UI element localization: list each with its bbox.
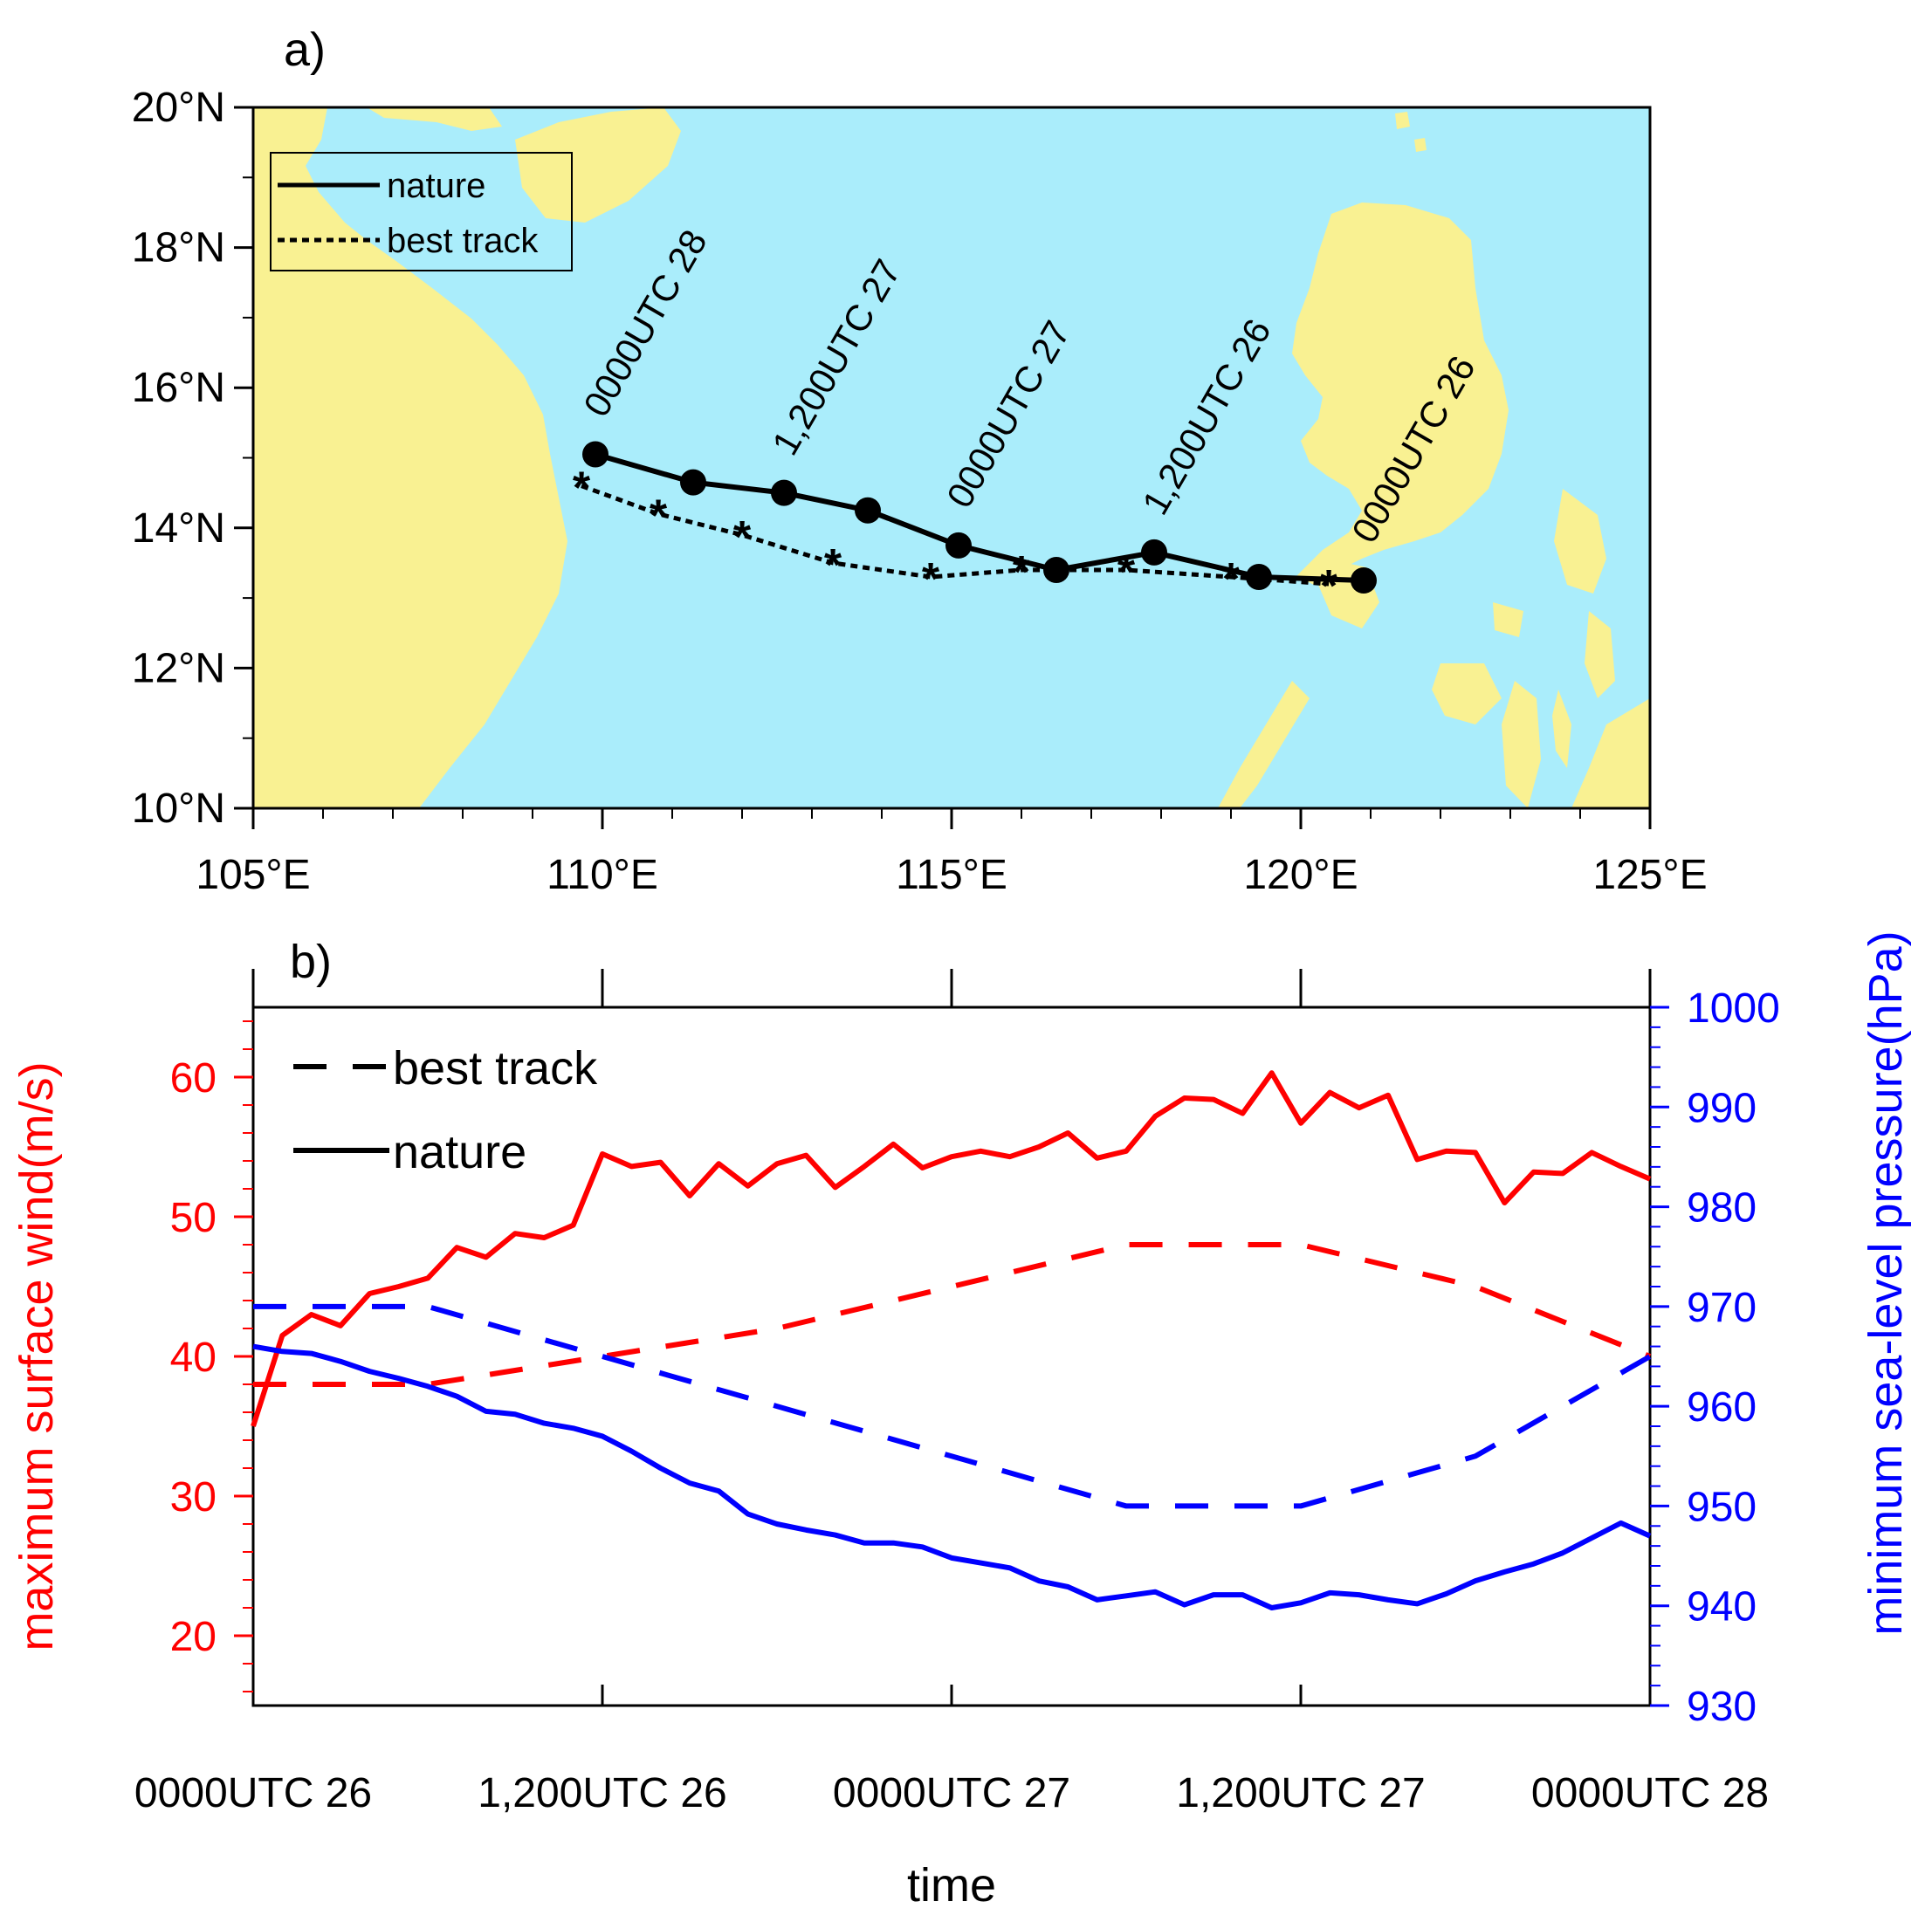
left-tick-label: 60 <box>170 1055 217 1102</box>
panel-a-series: ** ** * * * * * <box>573 441 1377 612</box>
x-axis-title: time <box>907 1859 996 1912</box>
x-tick-label: 120°E <box>1243 852 1358 898</box>
left-tick-label: 30 <box>170 1474 217 1521</box>
x-tick-label: 1,200UTC 26 <box>478 1770 727 1816</box>
y-tick-label: 12°N <box>132 645 225 691</box>
right-tick-label: 950 <box>1687 1484 1757 1530</box>
panel-b-label: b) <box>290 936 332 988</box>
right-axis-title: minimum sea-level pressure(hPa) <box>1860 930 1912 1635</box>
nature-marker <box>945 532 972 559</box>
best-track-marker: * <box>922 554 940 605</box>
x-tick-label: 125°E <box>1592 852 1707 898</box>
panel-a-y-axis: 20°N 18°N 16°N 14°N 12°N 10°N <box>132 85 253 832</box>
best-track-marker: * <box>650 491 668 542</box>
y-tick-label: 16°N <box>132 365 225 411</box>
nature-marker <box>1351 567 1377 594</box>
legend-nature-label: nature <box>387 167 485 205</box>
wind-nature-line <box>251 1070 1652 1427</box>
land-panay <box>1432 663 1502 724</box>
panel-a-legend-box <box>270 152 573 271</box>
pressure-best-track-line <box>253 1303 1652 1509</box>
left-tick-label: 40 <box>170 1335 217 1381</box>
nature-marker <box>1043 556 1069 583</box>
panel-b-x-axis: 0000UTC 26 1,200UTC 26 0000UTC 27 1,200UTC … <box>134 969 1769 1816</box>
legend-best-track-label: best track <box>387 222 539 260</box>
land-leyte <box>1585 611 1615 698</box>
best-track-line <box>581 484 1330 587</box>
land-palawan <box>1218 681 1310 808</box>
land-batanes <box>1395 112 1427 152</box>
left-axis-title: maximum surface wind(m/s) <box>10 1061 63 1651</box>
land-hainan <box>515 107 681 223</box>
panel-a-map: a) <box>132 24 1708 898</box>
land-bohol-mindanao <box>1571 698 1650 808</box>
nature-marker <box>771 479 797 506</box>
right-tick-label: 930 <box>1687 1684 1757 1730</box>
nature-marker <box>1141 539 1167 566</box>
best-track-marker: * <box>1222 554 1241 605</box>
land-samar <box>1554 489 1606 594</box>
right-tick-label: 940 <box>1687 1584 1757 1630</box>
x-tick-label: 115°E <box>896 852 1007 898</box>
x-tick-label: 105°E <box>196 852 310 898</box>
nature-marker <box>680 469 706 496</box>
y-tick-label: 20°N <box>132 85 225 131</box>
panel-a-x-axis: 105°E 110°E 115°E 120°E 125°E <box>196 808 1708 898</box>
panel-a-label: a) <box>284 24 326 76</box>
legend-best-track-label: best track <box>393 1042 598 1095</box>
right-tick-label: 960 <box>1687 1384 1757 1431</box>
right-tick-label: 980 <box>1687 1185 1757 1232</box>
land-luzon <box>1292 203 1509 585</box>
land-masbate <box>1493 602 1523 637</box>
y-tick-label: 14°N <box>132 505 225 552</box>
land-negros <box>1502 681 1541 808</box>
legend-nature-label: nature <box>393 1126 526 1178</box>
panel-b-series <box>251 1070 1652 1610</box>
best-track-marker: * <box>1013 547 1031 598</box>
best-track-marker: * <box>824 540 842 591</box>
y-tick-label: 10°N <box>132 786 225 832</box>
x-tick-label: 1,200UTC 27 <box>1176 1770 1426 1816</box>
pressure-nature-line <box>252 1343 1652 1610</box>
left-tick-label: 20 <box>170 1614 217 1660</box>
plot-frame <box>251 1006 1652 1707</box>
nature-marker <box>1246 564 1272 591</box>
left-tick-label: 50 <box>170 1195 217 1241</box>
right-tick-label: 1000 <box>1687 985 1780 1032</box>
best-track-marker: * <box>1320 561 1338 612</box>
right-tick-label: 970 <box>1687 1285 1757 1331</box>
x-tick-label: 0000UTC 28 <box>1531 1770 1769 1816</box>
panel-b-right-axis: 1000 990 980 970 960 950 940 930 <box>1650 985 1780 1730</box>
panel-b-legend: best track nature <box>293 1042 598 1178</box>
panel-b-timeseries: b) 0000UTC 26 1,200UTC 26 0000UTC 27 1,200U… <box>10 930 1912 1912</box>
x-tick-label: 0000UTC 26 <box>134 1770 372 1816</box>
land-masses <box>253 107 1650 808</box>
x-tick-label: 110°E <box>547 852 658 898</box>
y-tick-label: 18°N <box>132 225 225 271</box>
land-mainland-china <box>367 107 502 131</box>
right-tick-label: 990 <box>1687 1085 1757 1131</box>
land-indochina <box>253 107 567 808</box>
nature-marker <box>855 497 881 524</box>
land-cebu <box>1552 690 1571 768</box>
best-track-marker: * <box>573 463 591 514</box>
panel-b-left-axis: 60 50 40 30 20 <box>170 1020 253 1692</box>
best-track-marker: * <box>733 512 752 563</box>
nature-marker <box>582 441 608 468</box>
x-tick-label: 0000UTC 27 <box>833 1770 1070 1816</box>
panel-a-legend: nature best track <box>270 152 573 271</box>
